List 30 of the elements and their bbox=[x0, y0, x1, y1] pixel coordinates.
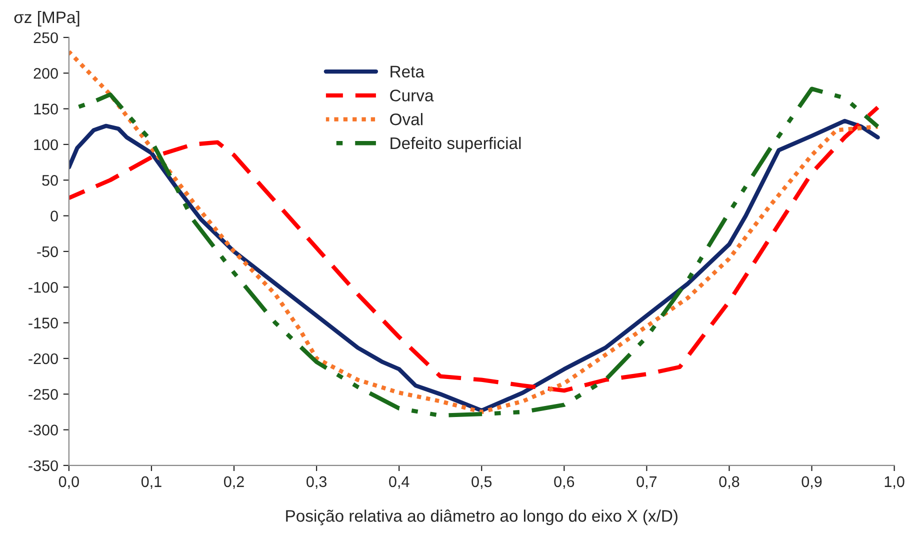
y-tick-label: -100 bbox=[28, 282, 58, 293]
x-tick-label: 0,9 bbox=[802, 476, 822, 489]
x-tick-label: 0,6 bbox=[554, 476, 574, 489]
x-tick-label: 0,7 bbox=[636, 476, 657, 489]
legend-label: Reta bbox=[390, 66, 424, 78]
x-tick-label: 0,4 bbox=[389, 476, 410, 489]
y-tick-label: -250 bbox=[28, 388, 58, 400]
x-tick-label: 0,8 bbox=[719, 476, 740, 489]
y-tick-label: 100 bbox=[34, 139, 58, 150]
x-tick-label: 1,0 bbox=[884, 476, 904, 489]
y-tick-label: -200 bbox=[28, 353, 58, 364]
y-tick-label: -50 bbox=[37, 246, 58, 258]
x-tick-label: 0,1 bbox=[141, 476, 162, 489]
legend-label: Curva bbox=[390, 90, 434, 102]
x-tick-label: 0,5 bbox=[472, 476, 492, 489]
legend-label: Defeito superficial bbox=[390, 136, 521, 152]
x-axis-title: Posição relativa ao diâmetro ao longo do eixo X (x/D) bbox=[286, 510, 678, 526]
x-tick-label: 0,3 bbox=[306, 476, 326, 489]
y-tick-label: 200 bbox=[34, 68, 58, 79]
y-tick-label: 0 bbox=[50, 210, 58, 222]
x-tick-label: 0,2 bbox=[224, 476, 244, 489]
y-tick-label: -300 bbox=[28, 424, 58, 436]
y-tick-label: 50 bbox=[42, 174, 58, 186]
y-tick-label: -150 bbox=[28, 318, 58, 328]
y-tick-label: 250 bbox=[34, 32, 58, 44]
y-tick-label: -350 bbox=[28, 460, 58, 472]
y-axis-title: σz [MPa] bbox=[14, 10, 80, 26]
legend-label: Oval bbox=[390, 113, 422, 126]
y-tick-label: 150 bbox=[34, 104, 58, 114]
x-tick-label: 0,0 bbox=[58, 476, 79, 489]
